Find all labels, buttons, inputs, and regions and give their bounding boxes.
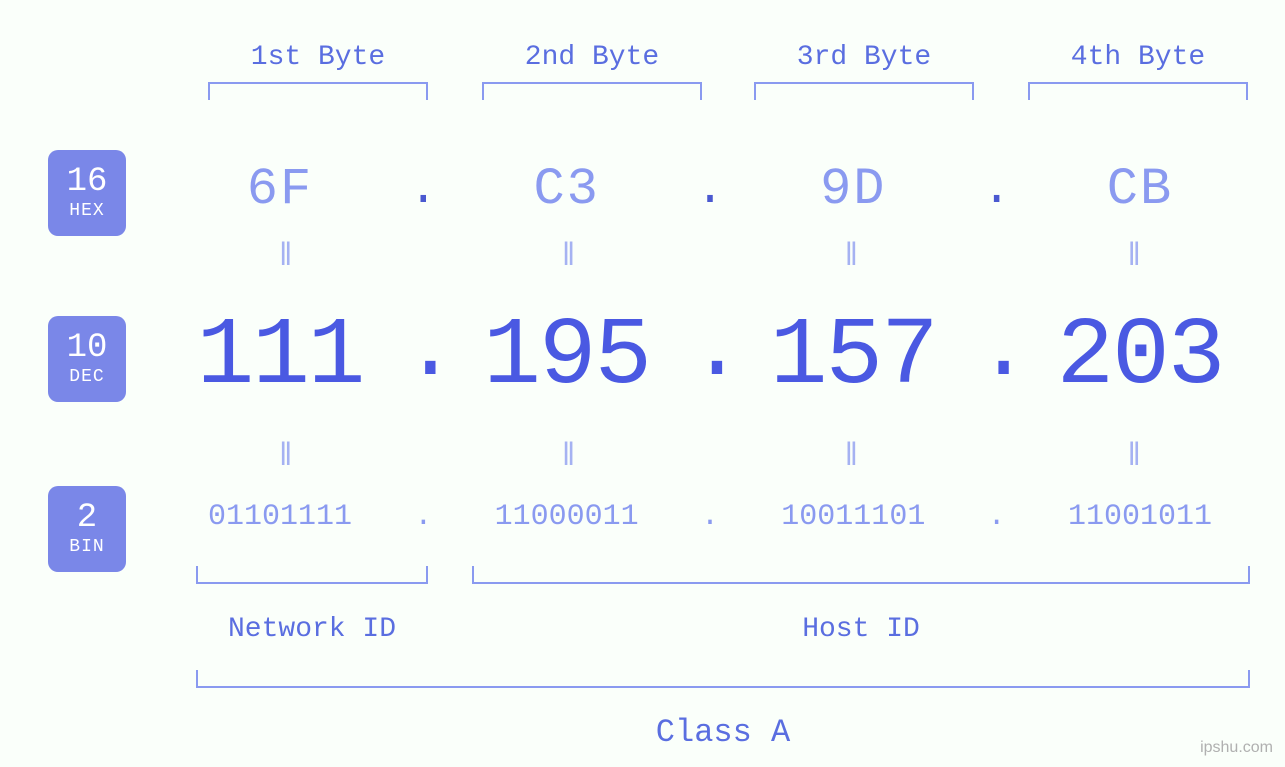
bracket-host-id [472,566,1250,584]
eq-1-1: ǁ [176,238,396,275]
dec-val-2: 195 [457,302,677,411]
hex-row: 6F . C3 . 9D . CB [170,160,1250,219]
hex-val-4: CB [1030,160,1250,219]
dec-val-1: 111 [170,302,390,411]
badge-dec: 10 DEC [48,316,126,402]
bin-dot-2: . [695,500,725,534]
eq-2-4: ǁ [1024,438,1244,475]
badge-bin-label: BIN [69,538,104,557]
bin-dot-1: . [408,500,438,534]
watermark: ipshu.com [1200,739,1273,757]
bin-val-3: 10011101 [737,500,969,534]
bracket-byte-1 [208,82,428,100]
bin-val-1: 01101111 [164,500,396,534]
byte-header-4: 4th Byte [1028,42,1248,73]
bracket-byte-2 [482,82,702,100]
badge-bin: 2 BIN [48,486,126,572]
dec-dot-1: . [403,300,443,402]
bracket-class [196,670,1250,688]
byte-header-2: 2nd Byte [482,42,702,73]
badge-hex-label: HEX [69,202,104,221]
eq-row-1: ǁ ǁ ǁ ǁ [170,238,1250,275]
hex-dot-3: . [977,163,1017,217]
bracket-byte-4 [1028,82,1248,100]
hex-val-2: C3 [457,160,677,219]
hex-val-3: 9D [743,160,963,219]
badge-dec-base: 10 [67,331,108,367]
ip-diagram: 1st Byte 2nd Byte 3rd Byte 4th Byte 16 H… [0,0,1285,767]
dec-row: 111 . 195 . 157 . 203 [170,302,1250,411]
badge-hex: 16 HEX [48,150,126,236]
bin-val-4: 11001011 [1024,500,1256,534]
eq-1-2: ǁ [459,238,679,275]
hex-dot-2: . [690,163,730,217]
host-id-label: Host ID [472,614,1250,645]
hex-val-1: 6F [170,160,390,219]
class-label: Class A [196,714,1250,751]
bracket-byte-3 [754,82,974,100]
dec-dot-3: . [977,300,1017,402]
network-id-label: Network ID [196,614,428,645]
bracket-network-id [196,566,428,584]
bin-dot-3: . [982,500,1012,534]
bin-row: 01101111 . 11000011 . 10011101 . 1100101… [164,500,1256,534]
hex-dot-1: . [403,163,443,217]
eq-2-2: ǁ [459,438,679,475]
badge-dec-label: DEC [69,368,104,387]
eq-2-3: ǁ [741,438,961,475]
dec-val-3: 157 [743,302,963,411]
byte-header-1: 1st Byte [208,42,428,73]
bin-val-2: 11000011 [451,500,683,534]
badge-hex-base: 16 [67,165,108,201]
eq-row-2: ǁ ǁ ǁ ǁ [170,438,1250,475]
eq-2-1: ǁ [176,438,396,475]
eq-1-4: ǁ [1024,238,1244,275]
dec-dot-2: . [690,300,730,402]
eq-1-3: ǁ [741,238,961,275]
dec-val-4: 203 [1030,302,1250,411]
byte-header-3: 3rd Byte [754,42,974,73]
badge-bin-base: 2 [77,501,97,537]
